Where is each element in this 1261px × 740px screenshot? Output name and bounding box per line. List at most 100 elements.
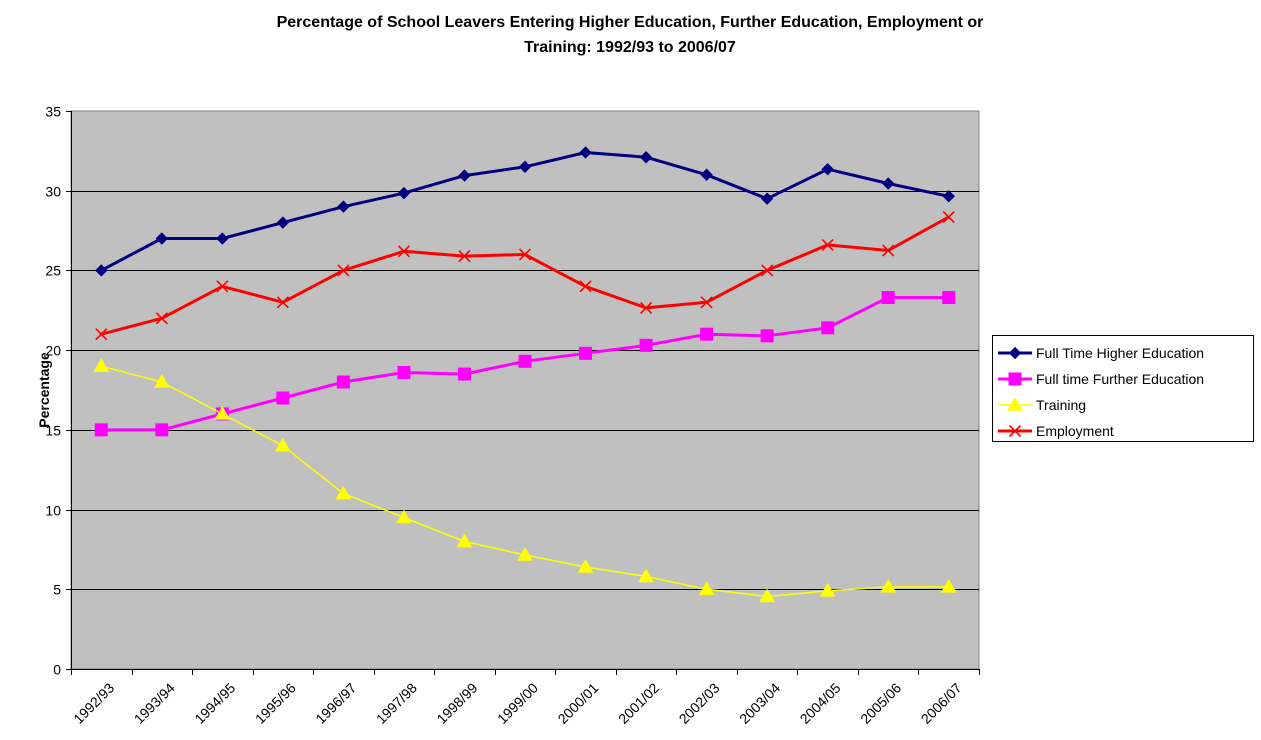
data-point-employment	[216, 280, 229, 293]
y-tick-label: 5	[53, 582, 61, 598]
legend-swatch-marker-stroke	[1008, 424, 1022, 438]
x-tick-label: 2004/05	[797, 680, 844, 727]
data-point-full-time-further-education	[881, 291, 895, 305]
y-axis-label: Percentage	[36, 352, 52, 428]
data-point-full-time-higher-education	[155, 232, 169, 245]
y-tick-label: 0	[53, 662, 61, 678]
chart-title-line-2: Training: 1992/93 to 2006/07	[524, 39, 736, 56]
data-point-training	[819, 582, 836, 597]
series-markers-full-time-higher-education	[95, 146, 955, 277]
data-point-full-time-further-education	[700, 327, 714, 341]
data-point-training	[335, 485, 352, 500]
data-point-full-time-higher-education	[458, 169, 471, 182]
data-point-full-time-further-education	[397, 365, 411, 379]
data-point-training	[698, 581, 715, 596]
data-point-training	[759, 588, 775, 603]
data-point-employment-stroke	[579, 280, 592, 293]
data-point-employment	[579, 280, 592, 293]
x-tick-label: 2003/04	[736, 680, 783, 727]
data-point-employment	[458, 250, 471, 263]
data-point-training	[214, 405, 231, 420]
data-point-employment	[942, 210, 955, 224]
data-point-full-time-further-education	[336, 375, 350, 389]
data-point-full-time-further-education	[639, 338, 653, 352]
legend-box	[992, 335, 1254, 442]
legend-label: Employment	[1036, 423, 1114, 439]
legend-item-full-time-higher-education: Full Time Higher Education	[998, 345, 1204, 361]
data-point-employment-stroke	[942, 210, 955, 224]
x-tick-label: 1994/95	[191, 680, 238, 727]
legend-swatch-marker	[1008, 372, 1022, 386]
data-point-full-time-higher-education	[276, 216, 290, 229]
data-point-training	[153, 374, 170, 388]
x-tick-label: 2001/02	[615, 680, 662, 727]
data-point-full-time-higher-education	[942, 190, 955, 203]
plot-background	[70, 110, 980, 670]
data-point-employment	[155, 312, 168, 325]
x-tick-label: 2002/03	[676, 680, 723, 727]
data-point-full-time-higher-education	[700, 168, 713, 181]
legend: Full Time Higher Education Full time Furt…	[992, 335, 1254, 442]
x-tick-label: 1996/97	[312, 680, 359, 727]
y-tick-label: 30	[45, 184, 61, 200]
legend-item-training: Training	[998, 396, 1086, 413]
data-point-full-time-higher-education	[397, 186, 411, 200]
legend-label: Training	[1036, 397, 1086, 413]
data-point-full-time-further-education	[155, 423, 169, 437]
data-point-full-time-further-education	[942, 291, 956, 305]
data-point-employment-stroke	[397, 245, 410, 258]
legend-item-full-time-further-education: Full time Further Education	[998, 371, 1204, 387]
data-point-full-time-further-education	[457, 367, 471, 381]
data-point-employment	[518, 248, 532, 261]
legend-swatch-marker	[1008, 424, 1022, 438]
data-point-training	[880, 578, 897, 593]
data-point-full-time-further-education	[276, 391, 290, 405]
data-point-employment-stroke	[821, 238, 834, 251]
data-point-training	[93, 358, 110, 372]
data-point-training	[456, 533, 473, 548]
legend-swatch-marker	[1007, 396, 1023, 411]
data-point-full-time-higher-education	[579, 146, 592, 159]
data-point-employment	[761, 264, 774, 277]
data-point-employment-stroke	[216, 280, 229, 293]
x-tick-label: 1995/96	[252, 680, 299, 727]
data-point-full-time-further-education	[518, 354, 532, 368]
data-point-employment-stroke	[761, 264, 774, 277]
data-point-employment-stroke	[155, 312, 168, 325]
data-point-employment	[397, 245, 410, 258]
series-markers-training	[93, 358, 957, 603]
x-tick-label: 1997/98	[373, 680, 420, 727]
data-point-employment	[882, 244, 895, 257]
y-tick-label: 35	[45, 104, 61, 120]
data-point-full-time-higher-education	[95, 264, 108, 277]
x-tick-label: 2000/01	[554, 680, 601, 727]
data-point-full-time-further-education	[94, 423, 108, 437]
data-point-full-time-further-education	[821, 321, 835, 335]
data-point-employment-stroke	[276, 296, 289, 309]
x-tick-label: 2005/06	[857, 680, 904, 727]
data-point-training	[517, 547, 533, 561]
legend-label: Full time Further Education	[1036, 371, 1204, 387]
x-tick-label: 1993/94	[131, 680, 178, 727]
data-point-training	[396, 509, 412, 524]
y-tick-label: 25	[45, 263, 61, 279]
data-point-training	[940, 578, 957, 593]
data-point-full-time-higher-education	[821, 162, 834, 176]
data-point-employment	[276, 296, 289, 309]
chart-title-line-1: Percentage of School Leavers Entering Hi…	[277, 14, 984, 31]
data-point-employment	[337, 264, 350, 277]
data-point-employment-stroke	[337, 264, 350, 277]
legend-item-employment: Employment	[998, 423, 1114, 439]
data-point-employment-stroke	[95, 328, 108, 341]
data-point-employment-stroke	[458, 250, 471, 263]
series-markers-full-time-further-education	[94, 291, 956, 437]
data-point-training	[577, 558, 594, 573]
data-point-full-time-higher-education	[518, 160, 532, 174]
data-point-employment-stroke	[882, 244, 895, 257]
x-tick-label: 2006/07	[918, 680, 965, 727]
data-point-full-time-further-education	[579, 346, 593, 360]
x-tick-label: 1992/93	[70, 680, 117, 727]
data-point-employment-stroke	[640, 301, 653, 314]
data-point-training	[638, 568, 654, 583]
